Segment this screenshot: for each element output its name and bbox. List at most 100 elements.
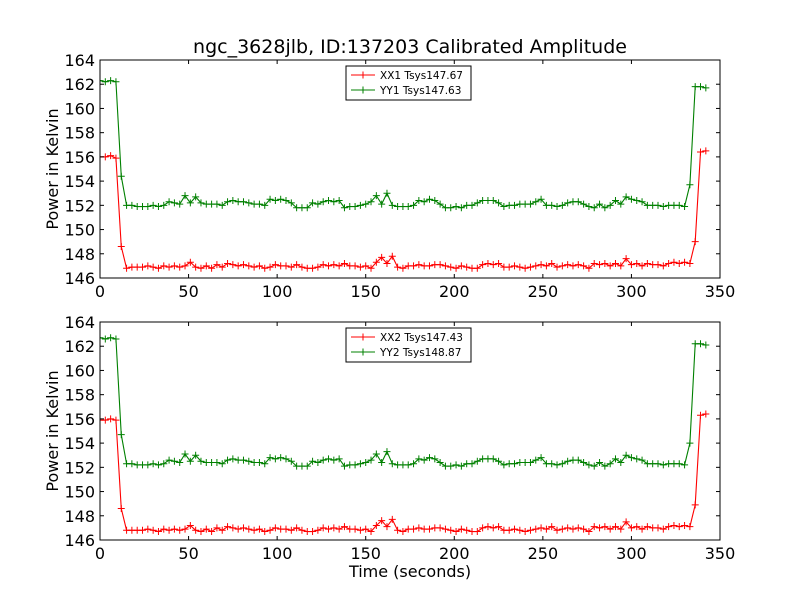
data-point — [149, 201, 157, 209]
data-point — [186, 199, 194, 207]
data-point — [170, 457, 178, 465]
bottom-panel: 0 50 100 150 200 250 300 350 146 148 150 152 154 156 1… — [43, 313, 735, 581]
data-point — [633, 259, 641, 267]
data-point — [574, 261, 582, 269]
data-point — [218, 460, 226, 468]
data-point — [665, 259, 673, 267]
data-point — [654, 201, 662, 209]
data-point — [601, 204, 609, 212]
data-point — [394, 526, 402, 534]
data-point — [542, 525, 550, 533]
data-point — [601, 462, 609, 470]
data-point — [319, 261, 327, 269]
data-point — [351, 262, 359, 270]
series-yy — [100, 77, 710, 212]
data-point — [654, 261, 662, 269]
data-point — [197, 264, 205, 272]
data-point — [447, 526, 455, 534]
data-point — [144, 203, 152, 211]
y-tick-label: 160 — [64, 99, 95, 118]
data-point — [558, 201, 566, 209]
data-point — [277, 454, 285, 462]
data-point — [681, 521, 689, 529]
data-point — [356, 460, 364, 468]
data-point — [362, 458, 370, 466]
data-point — [372, 192, 380, 200]
data-point — [100, 334, 104, 342]
data-point — [473, 199, 481, 207]
data-point — [325, 262, 333, 270]
data-point — [537, 454, 545, 462]
data-point — [500, 203, 508, 211]
data-point — [277, 195, 285, 203]
data-point — [245, 262, 253, 270]
data-point — [580, 525, 588, 533]
data-point — [117, 431, 125, 439]
data-point — [590, 462, 598, 470]
data-point — [489, 455, 497, 463]
data-point — [117, 172, 125, 180]
data-point — [574, 456, 582, 464]
data-point — [202, 525, 210, 533]
data-point — [457, 262, 465, 270]
data-point — [149, 460, 157, 468]
data-point — [537, 195, 545, 203]
data-point — [654, 460, 662, 468]
data-point — [229, 196, 237, 204]
data-point — [516, 263, 524, 271]
data-point — [224, 259, 232, 267]
data-point — [511, 460, 519, 468]
data-point — [665, 523, 673, 531]
data-point — [633, 455, 641, 463]
data-point — [415, 196, 423, 204]
data-point — [176, 263, 184, 271]
data-point — [383, 448, 391, 456]
data-point — [516, 526, 524, 534]
data-point — [596, 524, 604, 532]
data-point — [107, 415, 115, 423]
axes-frame — [99, 59, 721, 279]
x-tick-label: 350 — [705, 282, 736, 301]
data-point — [229, 261, 237, 269]
data-point — [558, 525, 566, 533]
data-point — [330, 198, 338, 206]
data-point — [580, 458, 588, 466]
data-point — [202, 262, 210, 270]
data-point — [489, 261, 497, 269]
data-point — [638, 456, 646, 464]
data-point — [266, 526, 274, 534]
data-point — [532, 525, 540, 533]
data-point — [596, 458, 604, 466]
y-tick-label: 146 — [64, 269, 95, 288]
y-tick-label: 158 — [64, 124, 95, 143]
y-tick-label: 152 — [64, 458, 95, 477]
data-point — [633, 523, 641, 531]
data-point — [686, 181, 694, 189]
data-point — [521, 528, 529, 536]
data-point — [436, 200, 444, 208]
data-point — [351, 461, 359, 469]
data-point — [239, 524, 247, 532]
data-point — [574, 524, 582, 532]
data-point — [362, 525, 370, 533]
data-point — [495, 457, 503, 465]
data-point — [255, 525, 263, 533]
data-point — [590, 523, 598, 531]
legend-label: YY1 Tsys147.63 — [379, 85, 461, 97]
chart-title: ngc_3628jlb, ID:137203 Calibrated Amplit… — [193, 36, 627, 58]
data-point — [335, 455, 343, 463]
data-point — [234, 262, 242, 270]
data-point — [160, 525, 168, 533]
data-point — [548, 460, 556, 468]
data-point — [239, 198, 247, 206]
data-point — [181, 450, 189, 458]
data-point — [415, 261, 423, 269]
data-point — [149, 263, 157, 271]
data-point — [218, 526, 226, 534]
data-point — [697, 340, 705, 348]
legend: XX1 Tsys147.67 YY1 Tsys147.63 — [345, 65, 472, 101]
data-point — [154, 528, 162, 536]
data-point — [388, 515, 396, 523]
data-point — [441, 525, 449, 533]
